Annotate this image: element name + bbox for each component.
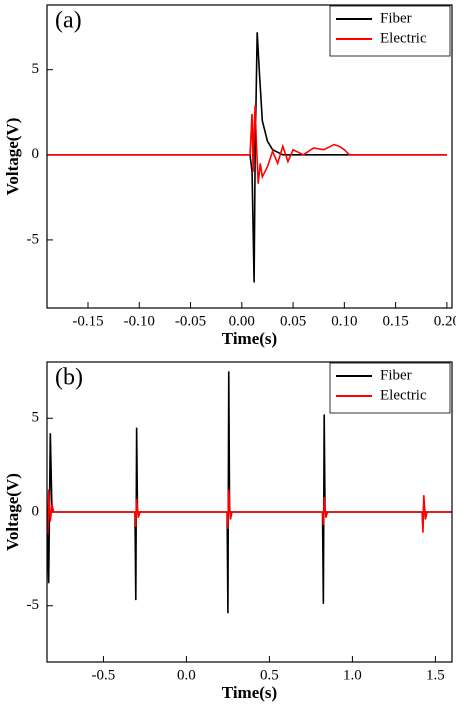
y-tick-label: 0 (32, 146, 40, 162)
panel: -0.15 -0.10 -0.05 0.00 0.05 0.10 0.15 0.20 -5 0 5 (… (3, 4, 456, 348)
x-tick-label: 0.10 (331, 313, 357, 329)
legend-label: Fiber (380, 10, 412, 26)
series-line (47, 32, 447, 283)
x-axis-label: Time(s) (222, 683, 277, 702)
legend-box (329, 362, 451, 414)
x-tick-label: 0.0 (177, 667, 196, 683)
x-tick-label: 1.0 (343, 667, 362, 683)
y-axis-label: Voltage(V) (3, 118, 22, 196)
y-tick-label: 0 (32, 503, 40, 519)
x-tick-label: 0.05 (280, 313, 306, 329)
y-tick-label: -5 (27, 597, 40, 613)
x-tick-label: 0.20 (434, 313, 456, 329)
x-axis-label: Time(s) (222, 329, 277, 348)
series-line (47, 489, 452, 535)
y-axis-label: Voltage(V) (3, 473, 22, 551)
x-tick-label: -0.10 (124, 313, 155, 329)
y-tick-label: 5 (32, 410, 40, 426)
x-tick-label: 0.15 (382, 313, 408, 329)
x-tick-label: 0.5 (260, 667, 279, 683)
y-tick-label: -5 (27, 231, 40, 247)
legend-label: Electric (380, 387, 427, 403)
legend-box (329, 5, 451, 57)
x-tick-label: 1.5 (426, 667, 445, 683)
legend-label: Electric (380, 30, 427, 46)
plot-frame (46, 361, 453, 663)
x-tick-label: -0.05 (175, 313, 206, 329)
x-tick-label: 0.00 (229, 313, 255, 329)
x-tick-label: -0.5 (92, 667, 116, 683)
plot-frame (46, 4, 453, 309)
panel: -0.5 0.0 0.5 1.0 1.5 -5 0 5 (b) Time(s) Voltage(V)… (3, 361, 453, 702)
x-tick-label: -0.15 (72, 313, 103, 329)
series-line (47, 105, 447, 184)
y-tick-label: 5 (32, 61, 40, 77)
panel-label: (b) (55, 365, 83, 391)
legend-label: Fiber (380, 367, 412, 383)
panel-label: (a) (55, 8, 82, 34)
